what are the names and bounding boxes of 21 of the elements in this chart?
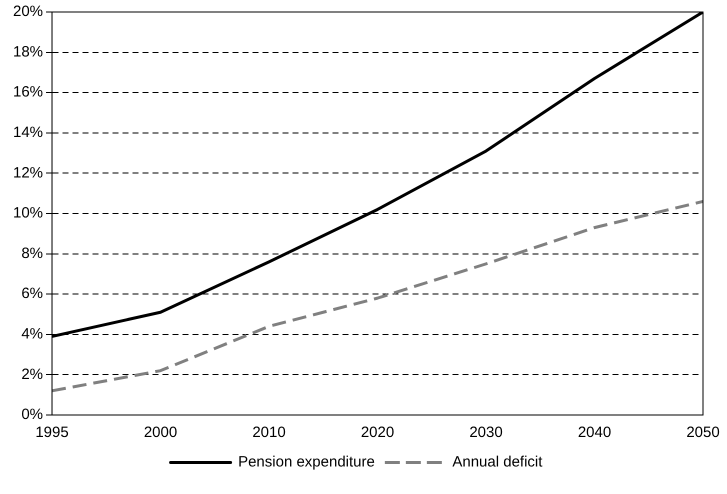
x-tick-label: 2000 (144, 424, 178, 442)
y-tick-label: 12% (12, 164, 44, 182)
line-series (50, 200, 704, 392)
y-tick-label: 20% (12, 3, 44, 20)
x-tick-label: 2020 (360, 424, 394, 442)
y-tick-label: 2% (21, 366, 44, 383)
x-tick-label: 2010 (252, 424, 286, 442)
legend-label: Pension expenditure (238, 454, 375, 471)
y-tick-label: 8% (21, 244, 44, 262)
x-tick-label: 2040 (578, 424, 612, 442)
x-tick-label: 1995 (35, 424, 69, 442)
y-tick-label: 6% (21, 285, 44, 302)
y-tick-label: 14% (12, 124, 44, 142)
y-tick-label: 18% (12, 43, 44, 60)
y-tick-label: 4% (21, 326, 44, 343)
legend-label: Annual deficit (452, 454, 544, 471)
y-tick-label: 0% (21, 406, 44, 424)
x-tick-label: 2030 (469, 424, 503, 442)
y-tick-label: 10% (12, 204, 44, 222)
x-tick-label: 2050 (686, 424, 720, 442)
y-tick-label: 16% (12, 84, 44, 101)
